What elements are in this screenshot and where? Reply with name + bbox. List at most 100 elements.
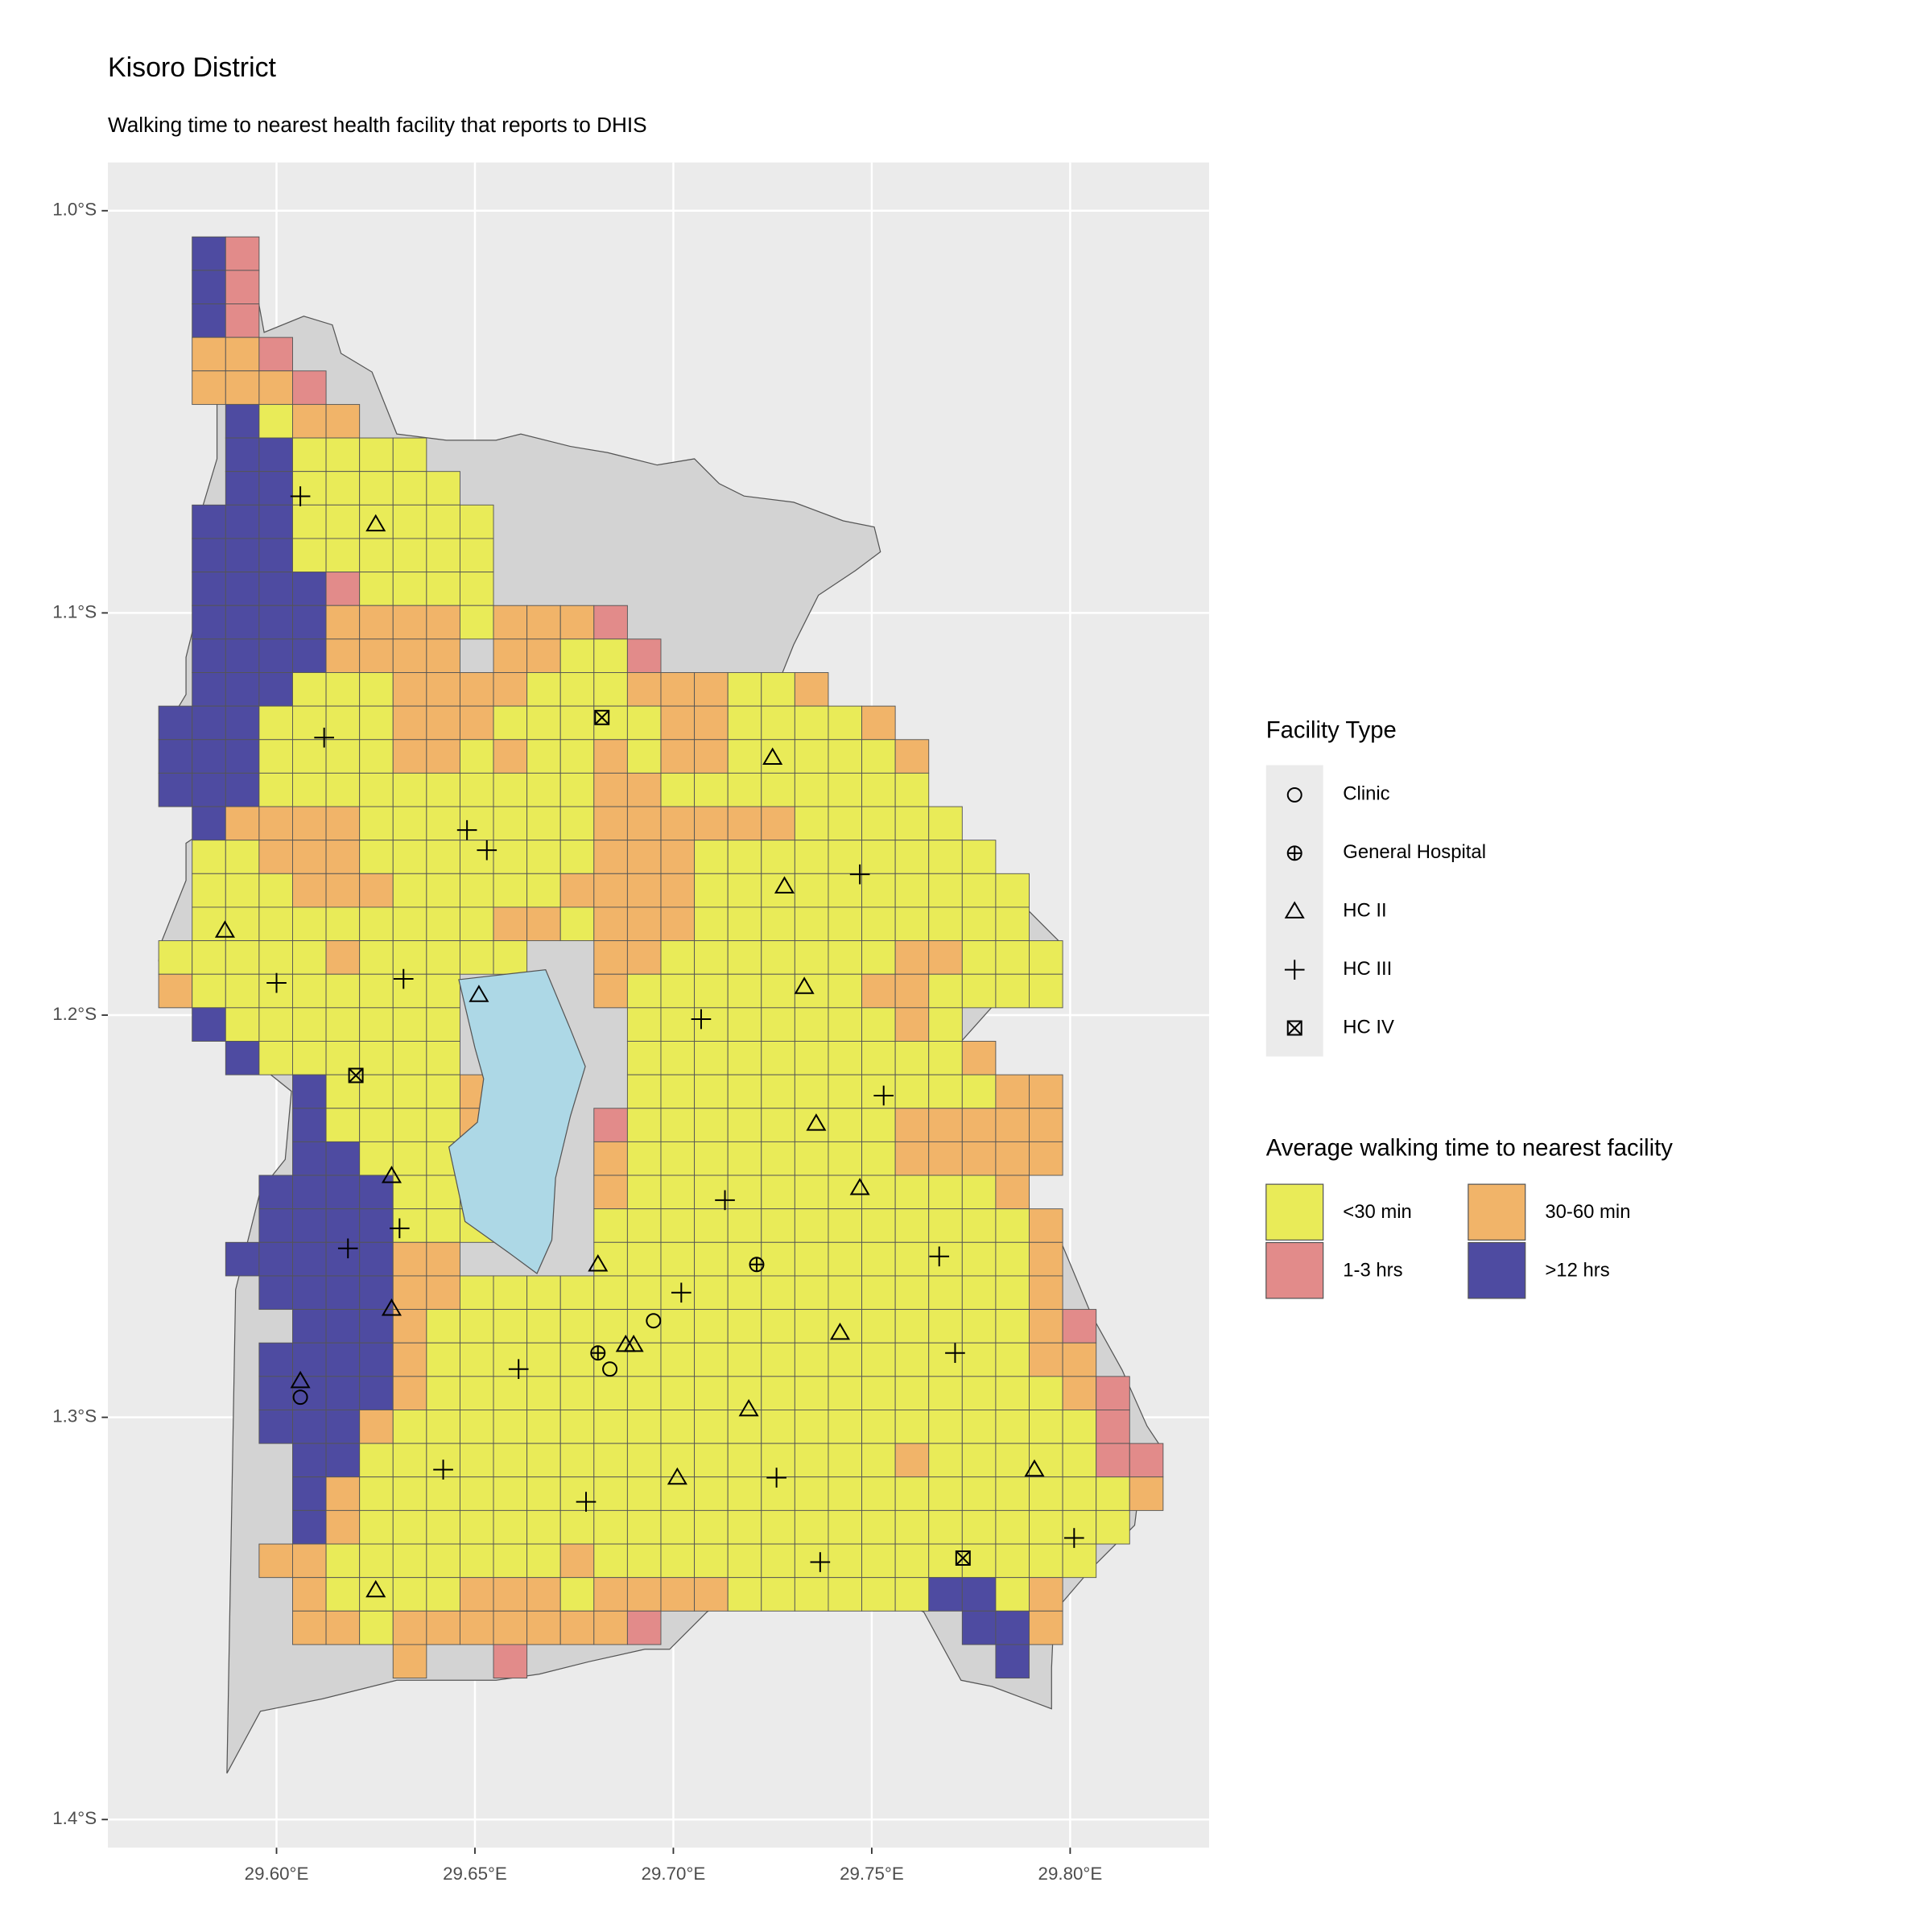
- grid-cell: [861, 940, 896, 975]
- grid-cell: [292, 806, 327, 841]
- grid-cell: [727, 1443, 762, 1478]
- grid-cell: [894, 1443, 930, 1478]
- facility-point: [266, 972, 287, 993]
- grid-cell: [794, 1476, 829, 1511]
- grid-cell: [258, 471, 293, 506]
- grid-cell: [192, 605, 226, 640]
- grid-cell: [325, 873, 361, 908]
- grid-cell: [392, 1174, 427, 1210]
- grid-cell: [894, 973, 930, 1009]
- grid-cell: [292, 1141, 327, 1176]
- grid-cell: [392, 906, 427, 942]
- grid-cell: [459, 840, 494, 874]
- grid-cell: [493, 638, 528, 673]
- grid-cell: [995, 1543, 1030, 1579]
- grid-cell: [928, 1342, 963, 1377]
- marker-part: [1284, 901, 1305, 919]
- grid-cell: [593, 1208, 628, 1243]
- grid-cell: [961, 940, 997, 975]
- grid-cell: [828, 1241, 863, 1277]
- grid-cell: [660, 1074, 696, 1109]
- grid-cell: [559, 1443, 595, 1478]
- grid-cell: [526, 1275, 561, 1311]
- grid-cell: [325, 806, 361, 841]
- grid-cell: [258, 1376, 293, 1410]
- grid-cell: [192, 873, 226, 908]
- grid-cell: [392, 873, 427, 908]
- grid-cell: [828, 806, 863, 841]
- grid-cell: [995, 1208, 1030, 1243]
- grid-cell: [1062, 1543, 1097, 1579]
- grid-cell: [828, 906, 863, 942]
- grid-cell: [292, 1543, 327, 1579]
- grid-cell: [928, 1509, 963, 1545]
- grid-cell: [761, 1443, 795, 1478]
- grid-cell: [727, 840, 762, 874]
- grid-cell: [761, 739, 795, 774]
- grid-cell: [928, 1275, 963, 1311]
- grid-cell: [861, 1208, 896, 1243]
- marker-part: [365, 1579, 386, 1598]
- grid-cell: [761, 840, 795, 874]
- grid-cell: [828, 1509, 863, 1545]
- grid-cell: [626, 973, 662, 1009]
- grid-cell: [559, 1309, 595, 1344]
- grid-cell: [861, 1241, 896, 1277]
- grid-cell: [828, 1108, 863, 1142]
- grid-cell: [660, 1208, 696, 1243]
- grid-cell: [861, 973, 896, 1009]
- grid-cell: [559, 1610, 595, 1645]
- x-tick-label: 29.60°E: [245, 1864, 309, 1884]
- grid-cell: [828, 1577, 863, 1612]
- grid-cell: [727, 1108, 762, 1142]
- grid-cell: [392, 471, 427, 506]
- grid-cell: [727, 940, 762, 975]
- grid-cell: [359, 806, 394, 841]
- grid-cell: [894, 1342, 930, 1377]
- grid-cell: [794, 1074, 829, 1109]
- grid-cell: [727, 873, 762, 908]
- marker-part: [292, 1389, 308, 1406]
- grid-cell: [761, 1208, 795, 1243]
- grid-cell: [392, 1208, 427, 1243]
- grid-cell: [626, 1275, 662, 1311]
- grid-cell: [426, 605, 460, 640]
- grid-cell: [258, 370, 293, 405]
- grid-cell: [894, 1074, 930, 1109]
- grid-cell: [995, 1443, 1030, 1478]
- grid-cell: [158, 973, 193, 1009]
- grid-cell: [359, 1141, 394, 1176]
- grid-cell: [593, 739, 628, 774]
- grid-cell: [325, 605, 361, 640]
- grid-cell: [392, 1443, 427, 1478]
- grid-cell: [660, 772, 696, 807]
- grid-cell: [660, 1108, 696, 1142]
- grid-cell: [626, 1241, 662, 1277]
- grid-cell: [225, 739, 260, 774]
- grid-cell: [292, 739, 327, 774]
- grid-cell: [694, 906, 729, 942]
- grid-cell: [593, 1174, 628, 1210]
- grid-cell: [694, 973, 729, 1009]
- marker-part: [623, 1334, 644, 1352]
- grid-cell: [995, 906, 1030, 942]
- facility-point: [1024, 1459, 1045, 1477]
- grid-cell: [459, 1275, 494, 1311]
- grid-cell: [593, 772, 628, 807]
- grid-cell: [559, 605, 595, 640]
- grid-cell: [861, 772, 896, 807]
- grid-cell: [828, 1443, 863, 1478]
- grid-cell: [928, 1141, 963, 1176]
- grid-cell: [1029, 1410, 1063, 1444]
- grid-cell: [325, 1208, 361, 1243]
- grid-cell: [761, 973, 795, 1009]
- grid-cell: [694, 1108, 729, 1142]
- marker-part: [1286, 786, 1302, 803]
- grid-cell: [292, 840, 327, 874]
- marker-part: [348, 1067, 364, 1084]
- marker-part: [1287, 1020, 1302, 1036]
- grid-cell: [995, 1174, 1030, 1210]
- grid-cell: [761, 1141, 795, 1176]
- facility-point: [602, 1361, 618, 1377]
